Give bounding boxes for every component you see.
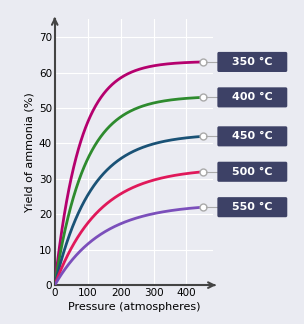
Text: 350 °C: 350 °C: [232, 57, 273, 67]
Text: 400 °C: 400 °C: [232, 92, 273, 102]
Text: 450 °C: 450 °C: [232, 131, 273, 141]
X-axis label: Pressure (atmospheres): Pressure (atmospheres): [67, 302, 200, 312]
Text: 550 °C: 550 °C: [232, 202, 273, 212]
Text: 500 °C: 500 °C: [232, 167, 273, 177]
Y-axis label: Yield of ammonia (%): Yield of ammonia (%): [25, 92, 35, 212]
